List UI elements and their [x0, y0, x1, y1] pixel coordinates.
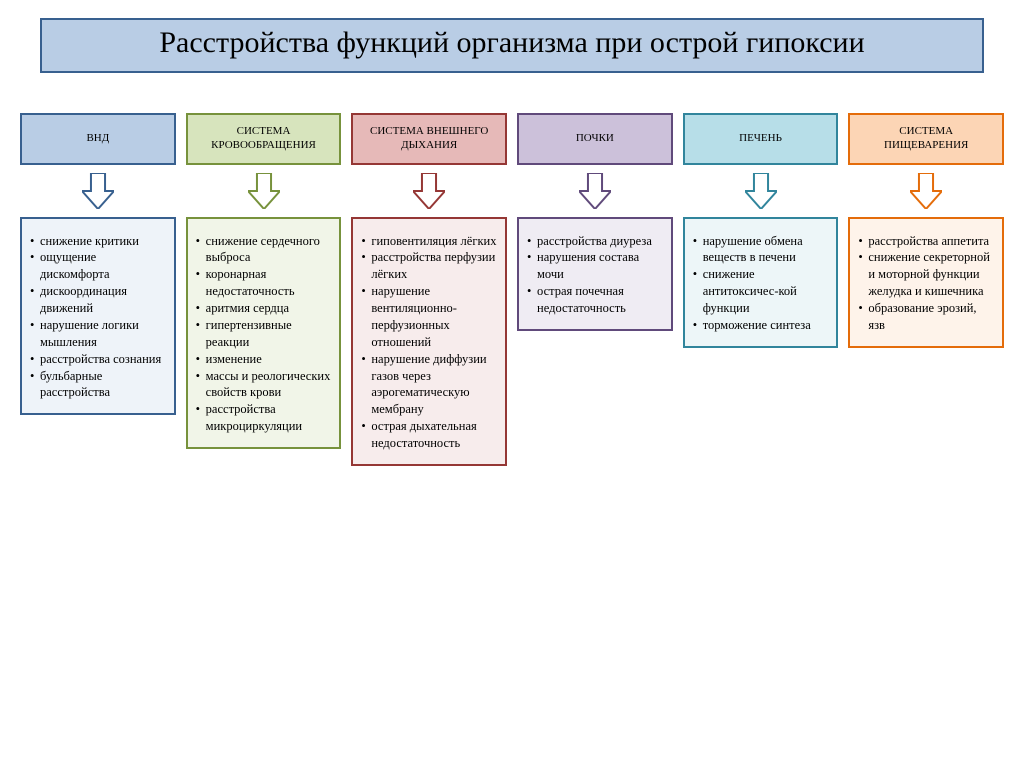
list-item: аритмия сердца	[196, 300, 332, 317]
content-list: расстройства диурезанарушения состава мо…	[527, 233, 663, 317]
columns-container: ВНД снижение критикиощущение дискомфортад…	[20, 113, 1004, 466]
list-item: нарушение вентиляционно-перфузионных отн…	[361, 283, 497, 351]
column: СИСТЕМА ВНЕШНЕГО ДЫХАНИЯ гиповентиляция л…	[351, 113, 507, 466]
column: СИСТЕМА ПИЩЕВАРЕНИЯ расстройства аппетита…	[848, 113, 1004, 348]
list-item: дискоординация движений	[30, 283, 166, 317]
column-content: нарушение обмена веществ в печениснижени…	[683, 217, 839, 348]
content-list: снижение сердечного выбросакоронарная не…	[196, 233, 332, 436]
column: ПЕЧЕНЬ нарушение обмена веществ в печенис…	[683, 113, 839, 348]
list-item: снижение критики	[30, 233, 166, 250]
list-item: торможение синтеза	[693, 317, 829, 334]
content-list: нарушение обмена веществ в печениснижени…	[693, 233, 829, 334]
list-item: расстройства микроциркуляции	[196, 401, 332, 435]
list-item: бульбарные расстройства	[30, 368, 166, 402]
content-list: гиповентиляция лёгкихрасстройства перфуз…	[361, 233, 497, 452]
list-item: снижение сердечного выброса	[196, 233, 332, 267]
column-content: снижение критикиощущение дискомфортадиск…	[20, 217, 176, 416]
content-list: расстройства аппетитаснижение секреторно…	[858, 233, 994, 334]
down-arrow-icon	[745, 173, 777, 209]
column: ВНД снижение критикиощущение дискомфортад…	[20, 113, 176, 416]
list-item: ощущение дискомфорта	[30, 249, 166, 283]
list-item: гипертензивные реакции	[196, 317, 332, 351]
list-item: нарушение логики мышления	[30, 317, 166, 351]
list-item: нарушение диффузии газов через аэрогемат…	[361, 351, 497, 419]
column-content: расстройства аппетитаснижение секреторно…	[848, 217, 1004, 348]
page-title: Расстройства функций организма при остро…	[159, 26, 864, 59]
list-item: расстройства диуреза	[527, 233, 663, 250]
column-header: СИСТЕМА ВНЕШНЕГО ДЫХАНИЯ	[351, 113, 507, 165]
list-item: снижение секреторной и моторной функции …	[858, 249, 994, 300]
list-item: острая дыхательная недостаточность	[361, 418, 497, 452]
content-list: снижение критикиощущение дискомфортадиск…	[30, 233, 166, 402]
list-item: изменение	[196, 351, 332, 368]
column-header: ПОЧКИ	[517, 113, 673, 165]
list-item: образование эрозий, язв	[858, 300, 994, 334]
column-header: ВНД	[20, 113, 176, 165]
title-box: Расстройства функций организма при остро…	[40, 18, 984, 73]
down-arrow-icon	[910, 173, 942, 209]
list-item: острая почечная недостаточность	[527, 283, 663, 317]
column-header: ПЕЧЕНЬ	[683, 113, 839, 165]
list-item: нарушение обмена веществ в печени	[693, 233, 829, 267]
list-item: гиповентиляция лёгких	[361, 233, 497, 250]
column-content: снижение сердечного выбросакоронарная не…	[186, 217, 342, 450]
list-item: коронарная недостаточность	[196, 266, 332, 300]
column-header: СИСТЕМА КРОВООБРАЩЕНИЯ	[186, 113, 342, 165]
list-item: нарушения состава мочи	[527, 249, 663, 283]
list-item: расстройства перфузии лёгких	[361, 249, 497, 283]
down-arrow-icon	[248, 173, 280, 209]
down-arrow-icon	[82, 173, 114, 209]
list-item: снижение антитоксичес-кой функции	[693, 266, 829, 317]
column-header: СИСТЕМА ПИЩЕВАРЕНИЯ	[848, 113, 1004, 165]
list-item: расстройства аппетита	[858, 233, 994, 250]
list-item: массы и реологических свойств крови	[196, 368, 332, 402]
down-arrow-icon	[579, 173, 611, 209]
down-arrow-icon	[413, 173, 445, 209]
column-content: расстройства диурезанарушения состава мо…	[517, 217, 673, 331]
column-content: гиповентиляция лёгкихрасстройства перфуз…	[351, 217, 507, 466]
list-item: расстройства сознания	[30, 351, 166, 368]
column: СИСТЕМА КРОВООБРАЩЕНИЯ снижение сердечног…	[186, 113, 342, 450]
column: ПОЧКИ расстройства диурезанарушения соста…	[517, 113, 673, 331]
